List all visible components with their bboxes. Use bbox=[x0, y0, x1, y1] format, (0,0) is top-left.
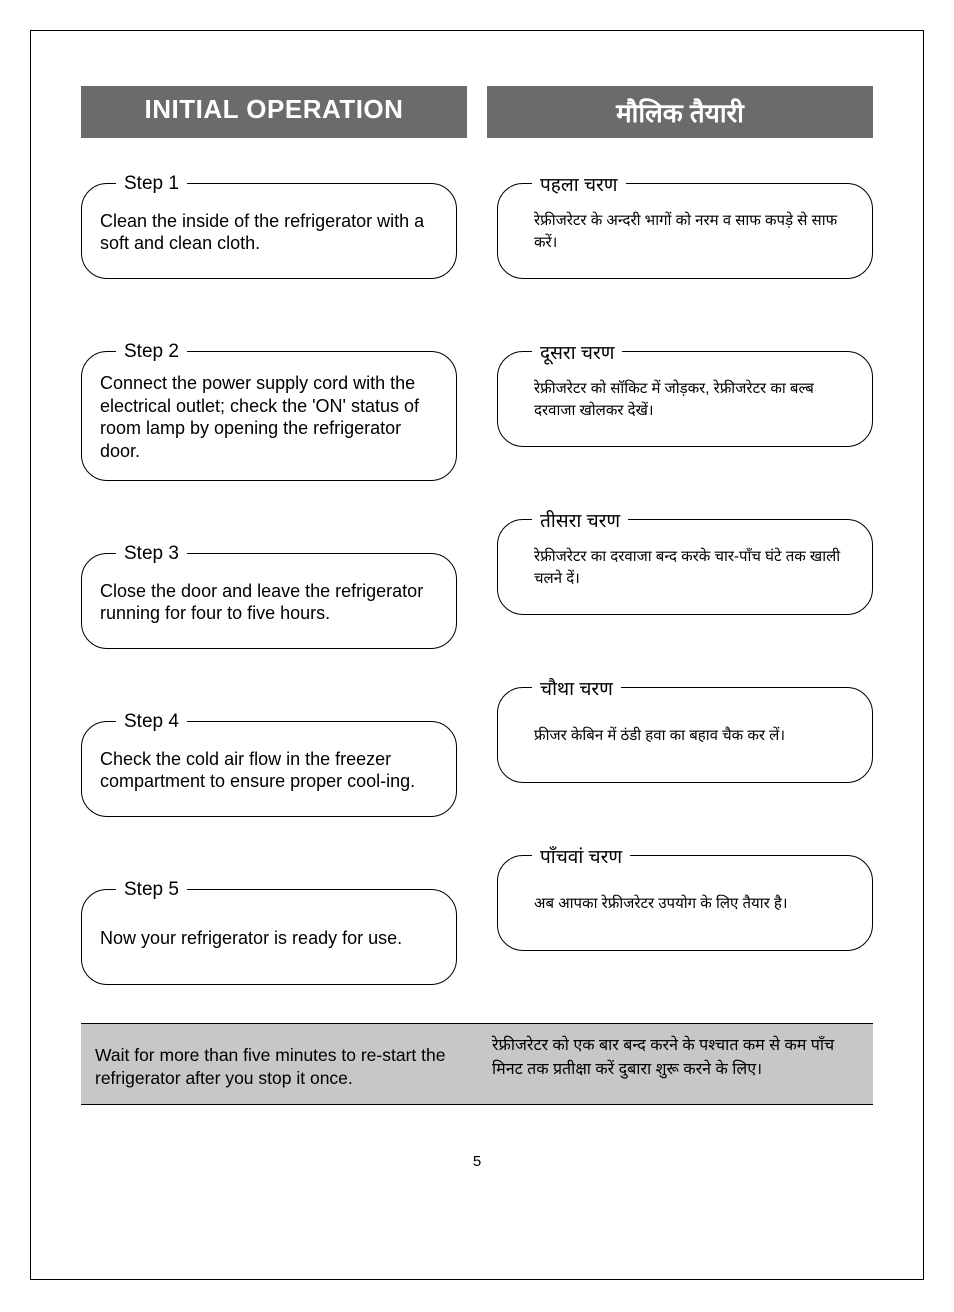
column-english: Step 1 Clean the inside of the refrigera… bbox=[81, 183, 457, 1013]
header-row: INITIAL OPERATION मौलिक तैयारी bbox=[81, 86, 873, 138]
step-text: रेफ्रीजरेटर के अन्दरी भागों को नरम व साफ… bbox=[516, 210, 854, 255]
step-legend: Step 1 bbox=[116, 172, 187, 196]
step-text: रेफ्रीजरेटर को सॉकिट में जोड़कर, रेफ्रीज… bbox=[516, 378, 854, 423]
column-hindi: पहला चरण रेफ्रीजरेटर के अन्दरी भागों को … bbox=[497, 183, 873, 1013]
step-legend: दूसरा चरण bbox=[532, 340, 622, 364]
step-label: Step 4 bbox=[124, 711, 179, 733]
step-text: Connect the power supply cord with the e… bbox=[100, 372, 438, 462]
step-text: Clean the inside of the refrigerator wit… bbox=[100, 210, 438, 255]
step-box-en-1: Step 1 Clean the inside of the refrigera… bbox=[81, 183, 457, 279]
step-legend: Step 4 bbox=[116, 710, 187, 734]
step-label: पहला चरण bbox=[540, 171, 618, 197]
step-box-en-3: Step 3 Close the door and leave the refr… bbox=[81, 553, 457, 649]
note-english: Wait for more than five minutes to re-st… bbox=[95, 1034, 462, 1090]
step-box-hi-5: पाँचवां चरण अब आपका रेफ्रीजरेटर उपयोग के… bbox=[497, 855, 873, 951]
step-box-hi-2: दूसरा चरण रेफ्रीजरेटर को सॉकिट में जोड़क… bbox=[497, 351, 873, 447]
step-legend: Step 2 bbox=[116, 340, 187, 364]
step-text: अब आपका रेफ्रीजरेटर उपयोग के लिए तैयार ह… bbox=[516, 893, 788, 916]
step-legend: Step 5 bbox=[116, 878, 187, 902]
step-box-hi-3: तीसरा चरण रेफ्रीजरेटर का दरवाजा बन्द करक… bbox=[497, 519, 873, 615]
step-label: तीसरा चरण bbox=[540, 507, 620, 533]
step-box-en-2: Step 2 Connect the power supply cord wit… bbox=[81, 351, 457, 481]
step-label: Step 3 bbox=[124, 543, 179, 565]
step-text: फ्रीजर केबिन में ठंडी हवा का बहाव चैक कर… bbox=[516, 725, 785, 748]
step-legend: पाँचवां चरण bbox=[532, 844, 630, 868]
header-english: INITIAL OPERATION bbox=[81, 86, 467, 138]
header-hindi: मौलिक तैयारी bbox=[487, 86, 873, 138]
step-box-en-4: Step 4 Check the cold air flow in the fr… bbox=[81, 721, 457, 817]
step-text: Close the door and leave the refrigerato… bbox=[100, 580, 438, 625]
step-label: चौथा चरण bbox=[540, 675, 613, 701]
step-legend: पहला चरण bbox=[532, 172, 626, 196]
note-bar: Wait for more than five minutes to re-st… bbox=[81, 1023, 873, 1105]
step-label: Step 5 bbox=[124, 879, 179, 901]
step-text: Check the cold air flow in the freezer c… bbox=[100, 748, 438, 793]
step-text: Now your refrigerator is ready for use. bbox=[100, 927, 402, 950]
step-box-hi-4: चौथा चरण फ्रीजर केबिन में ठंडी हवा का बह… bbox=[497, 687, 873, 783]
step-legend: चौथा चरण bbox=[532, 676, 621, 700]
page-number: 5 bbox=[81, 1153, 873, 1170]
step-box-hi-1: पहला चरण रेफ्रीजरेटर के अन्दरी भागों को … bbox=[497, 183, 873, 279]
step-label: Step 2 bbox=[124, 341, 179, 363]
manual-page: INITIAL OPERATION मौलिक तैयारी Step 1 Cl… bbox=[30, 30, 924, 1280]
step-legend: तीसरा चरण bbox=[532, 508, 628, 532]
step-box-en-5: Step 5 Now your refrigerator is ready fo… bbox=[81, 889, 457, 985]
step-label: पाँचवां चरण bbox=[540, 843, 622, 869]
content-columns: Step 1 Clean the inside of the refrigera… bbox=[81, 183, 873, 1013]
step-text: रेफ्रीजरेटर का दरवाजा बन्द करके चार-पाँच… bbox=[516, 546, 854, 591]
note-hindi: रेफ्रीजरेटर को एक बार बन्द करने के पश्चा… bbox=[492, 1034, 859, 1090]
step-legend: Step 3 bbox=[116, 542, 187, 566]
step-label: Step 1 bbox=[124, 173, 179, 195]
step-label: दूसरा चरण bbox=[540, 339, 614, 365]
